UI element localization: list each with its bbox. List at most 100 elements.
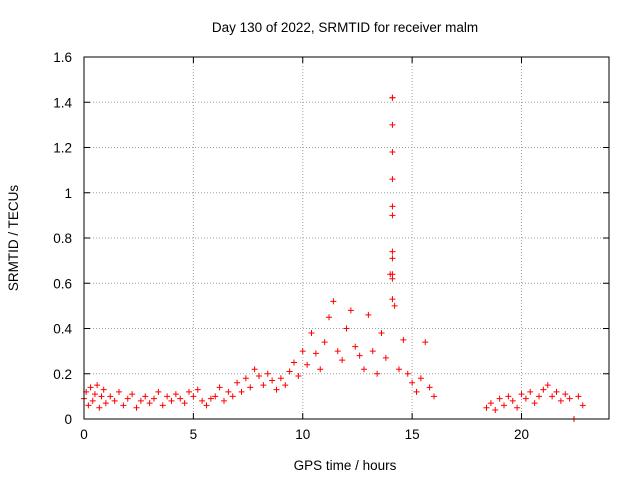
data-point — [579, 402, 586, 409]
data-point — [164, 393, 171, 400]
y-tick-label: 1.2 — [53, 141, 72, 156]
data-point — [396, 366, 402, 373]
data-point — [544, 382, 551, 389]
data-point — [269, 377, 276, 384]
data-point — [389, 203, 396, 210]
data-point — [291, 359, 297, 366]
data-point — [100, 386, 107, 393]
data-point — [273, 386, 280, 393]
data-point — [286, 368, 293, 375]
data-point — [177, 395, 184, 402]
data-point — [312, 350, 319, 357]
data-point — [155, 388, 162, 395]
data-point — [531, 400, 538, 407]
data-point — [212, 393, 219, 400]
data-point — [347, 307, 354, 314]
data-point — [299, 348, 306, 355]
data-point — [172, 391, 179, 398]
axis-ticks: 0 5 10 15 20 0 0.2 0.4 0.6 0.8 1 1.2 1.4 1.6 — [53, 50, 609, 442]
data-point — [343, 325, 350, 332]
data-point — [203, 402, 210, 409]
data-point — [317, 366, 324, 373]
y-tick-label: 1.6 — [53, 50, 72, 65]
data-point — [159, 402, 166, 409]
data-point — [382, 354, 389, 361]
data-points — [81, 94, 586, 422]
data-point — [321, 339, 328, 346]
data-point — [369, 348, 376, 355]
data-point — [116, 388, 122, 395]
data-point — [389, 255, 396, 262]
data-point — [378, 330, 385, 337]
data-point — [85, 402, 92, 409]
data-point — [496, 395, 503, 402]
data-point — [549, 393, 556, 400]
data-point — [540, 386, 547, 393]
data-point — [501, 402, 507, 409]
y-tick-label: 0.2 — [53, 367, 72, 382]
data-point — [417, 375, 424, 382]
data-point — [361, 366, 367, 373]
data-point — [137, 397, 144, 404]
data-point — [256, 373, 262, 380]
data-point — [304, 361, 311, 368]
data-point — [413, 388, 420, 395]
data-point — [282, 382, 289, 389]
data-point — [190, 393, 197, 400]
data-point — [151, 395, 157, 402]
data-point — [181, 400, 188, 407]
data-point — [124, 395, 131, 402]
data-point — [229, 393, 236, 400]
y-tick-label: 0.6 — [53, 276, 72, 291]
data-point — [426, 384, 433, 391]
data-point — [391, 302, 398, 309]
x-tick-label: 10 — [295, 427, 310, 442]
data-point — [225, 388, 232, 395]
data-point — [562, 391, 569, 398]
data-point — [431, 393, 437, 400]
data-point — [120, 402, 127, 409]
x-tick-label: 20 — [514, 427, 529, 442]
data-point — [553, 388, 560, 395]
data-point — [422, 339, 429, 346]
data-point — [89, 397, 96, 404]
data-point — [238, 388, 245, 395]
data-point — [326, 314, 332, 321]
chart-title: Day 130 of 2022, SRMTID for receiver mal… — [212, 20, 478, 35]
data-point — [522, 395, 529, 402]
y-tick-label: 0.4 — [53, 322, 72, 337]
grid-lines — [84, 57, 609, 419]
y-tick-label: 1 — [64, 186, 72, 201]
data-point — [107, 393, 114, 400]
data-point — [186, 388, 192, 395]
data-point — [514, 404, 521, 411]
data-point — [308, 330, 315, 337]
data-point — [91, 391, 98, 398]
y-tick-label: 0 — [64, 412, 72, 427]
data-point — [557, 397, 564, 404]
data-point — [334, 348, 341, 355]
data-point — [87, 384, 94, 391]
data-point — [216, 384, 223, 391]
data-point — [194, 386, 201, 393]
data-point — [566, 395, 573, 402]
data-point — [389, 248, 396, 255]
data-point — [98, 393, 105, 400]
data-point — [356, 352, 363, 359]
data-point — [389, 149, 396, 156]
data-point — [146, 400, 153, 407]
data-point — [400, 336, 407, 343]
y-tick-label: 0.8 — [53, 231, 72, 246]
data-point — [365, 311, 372, 318]
data-point — [352, 343, 359, 350]
data-point — [102, 400, 109, 407]
data-point — [277, 375, 284, 382]
data-point — [404, 370, 411, 377]
data-point — [389, 121, 396, 128]
data-point — [339, 357, 346, 364]
data-point — [409, 379, 416, 386]
data-point — [509, 397, 516, 404]
data-point — [251, 366, 258, 373]
data-point — [242, 375, 249, 382]
